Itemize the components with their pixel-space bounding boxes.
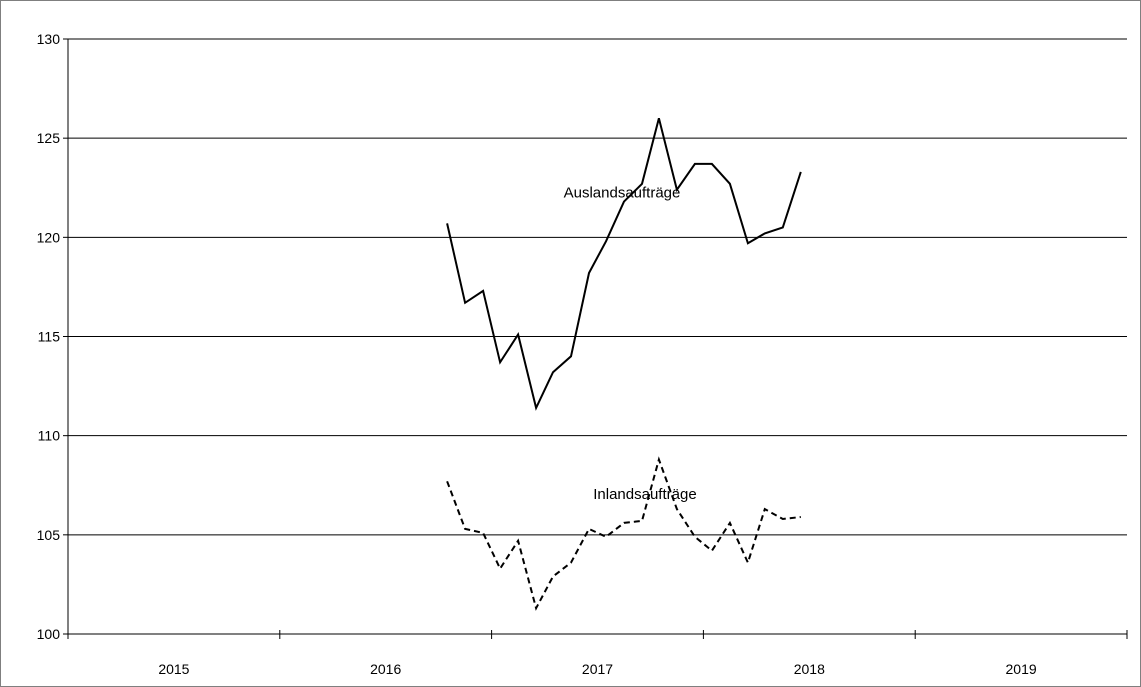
annotations: Auslandsaufträge Inlandsaufträge [564, 185, 697, 503]
y-tick-label: 125 [37, 130, 61, 146]
series-lines [446, 118, 802, 611]
gridlines [68, 38, 1127, 536]
series-line-1 [446, 456, 801, 611]
x-tick-label: 2017 [582, 661, 613, 677]
series-annotation: Auslandsaufträge [564, 185, 681, 202]
series-annotation: Inlandsaufträge [593, 486, 696, 503]
y-tick-label: 130 [37, 31, 61, 47]
y-tick-label: 105 [37, 527, 61, 543]
y-tick-label: 115 [38, 329, 61, 345]
y-tick-label: 110 [38, 428, 61, 444]
x-tick-label: 2016 [370, 661, 401, 677]
x-tick-label: 2019 [1006, 661, 1037, 677]
y-tick-label: 120 [37, 229, 61, 245]
series-line-0 [446, 118, 802, 411]
axes: 100 105 110 115 120 125 130 2015 2016 2017 2018 201… [37, 31, 1128, 677]
x-tick-label: 2015 [158, 661, 189, 677]
y-tick-label: 100 [37, 626, 61, 642]
x-tick-label: 2018 [794, 661, 825, 677]
